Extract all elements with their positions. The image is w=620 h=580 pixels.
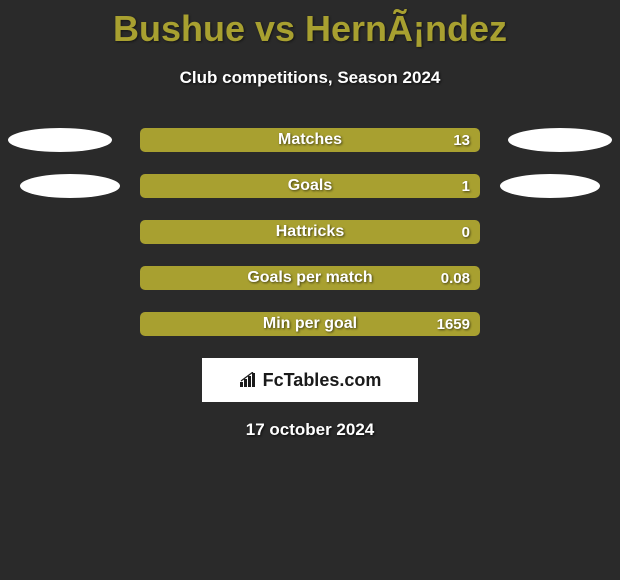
stat-row: 13 Matches — [0, 128, 620, 152]
stat-label: Hattricks — [140, 220, 480, 244]
chart-icon — [239, 372, 259, 388]
stat-label: Matches — [140, 128, 480, 152]
logo-text: FcTables.com — [263, 370, 382, 391]
page-title: Bushue vs HernÃ¡ndez — [0, 0, 620, 50]
stats-area: 13 Matches 1 Goals 0 Hattricks 0.08 Goal… — [0, 128, 620, 336]
stat-label: Goals per match — [140, 266, 480, 290]
logo: FcTables.com — [239, 370, 382, 391]
stat-row: 1659 Min per goal — [0, 312, 620, 336]
logo-box: FcTables.com — [202, 358, 418, 402]
stat-row: 0 Hattricks — [0, 220, 620, 244]
stat-row: 1 Goals — [0, 174, 620, 198]
stat-label: Goals — [140, 174, 480, 198]
stat-row: 0.08 Goals per match — [0, 266, 620, 290]
subtitle: Club competitions, Season 2024 — [0, 68, 620, 88]
date-text: 17 october 2024 — [0, 420, 620, 440]
stat-label: Min per goal — [140, 312, 480, 336]
